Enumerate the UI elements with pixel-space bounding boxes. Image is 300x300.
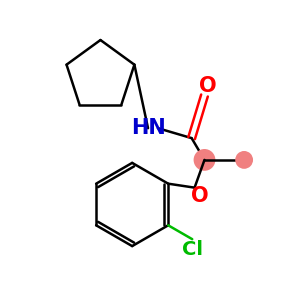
Circle shape — [235, 151, 253, 169]
Text: O: O — [199, 76, 216, 96]
Text: Cl: Cl — [182, 240, 203, 259]
Text: O: O — [191, 186, 208, 206]
Text: HN: HN — [130, 118, 165, 138]
Circle shape — [194, 149, 215, 171]
